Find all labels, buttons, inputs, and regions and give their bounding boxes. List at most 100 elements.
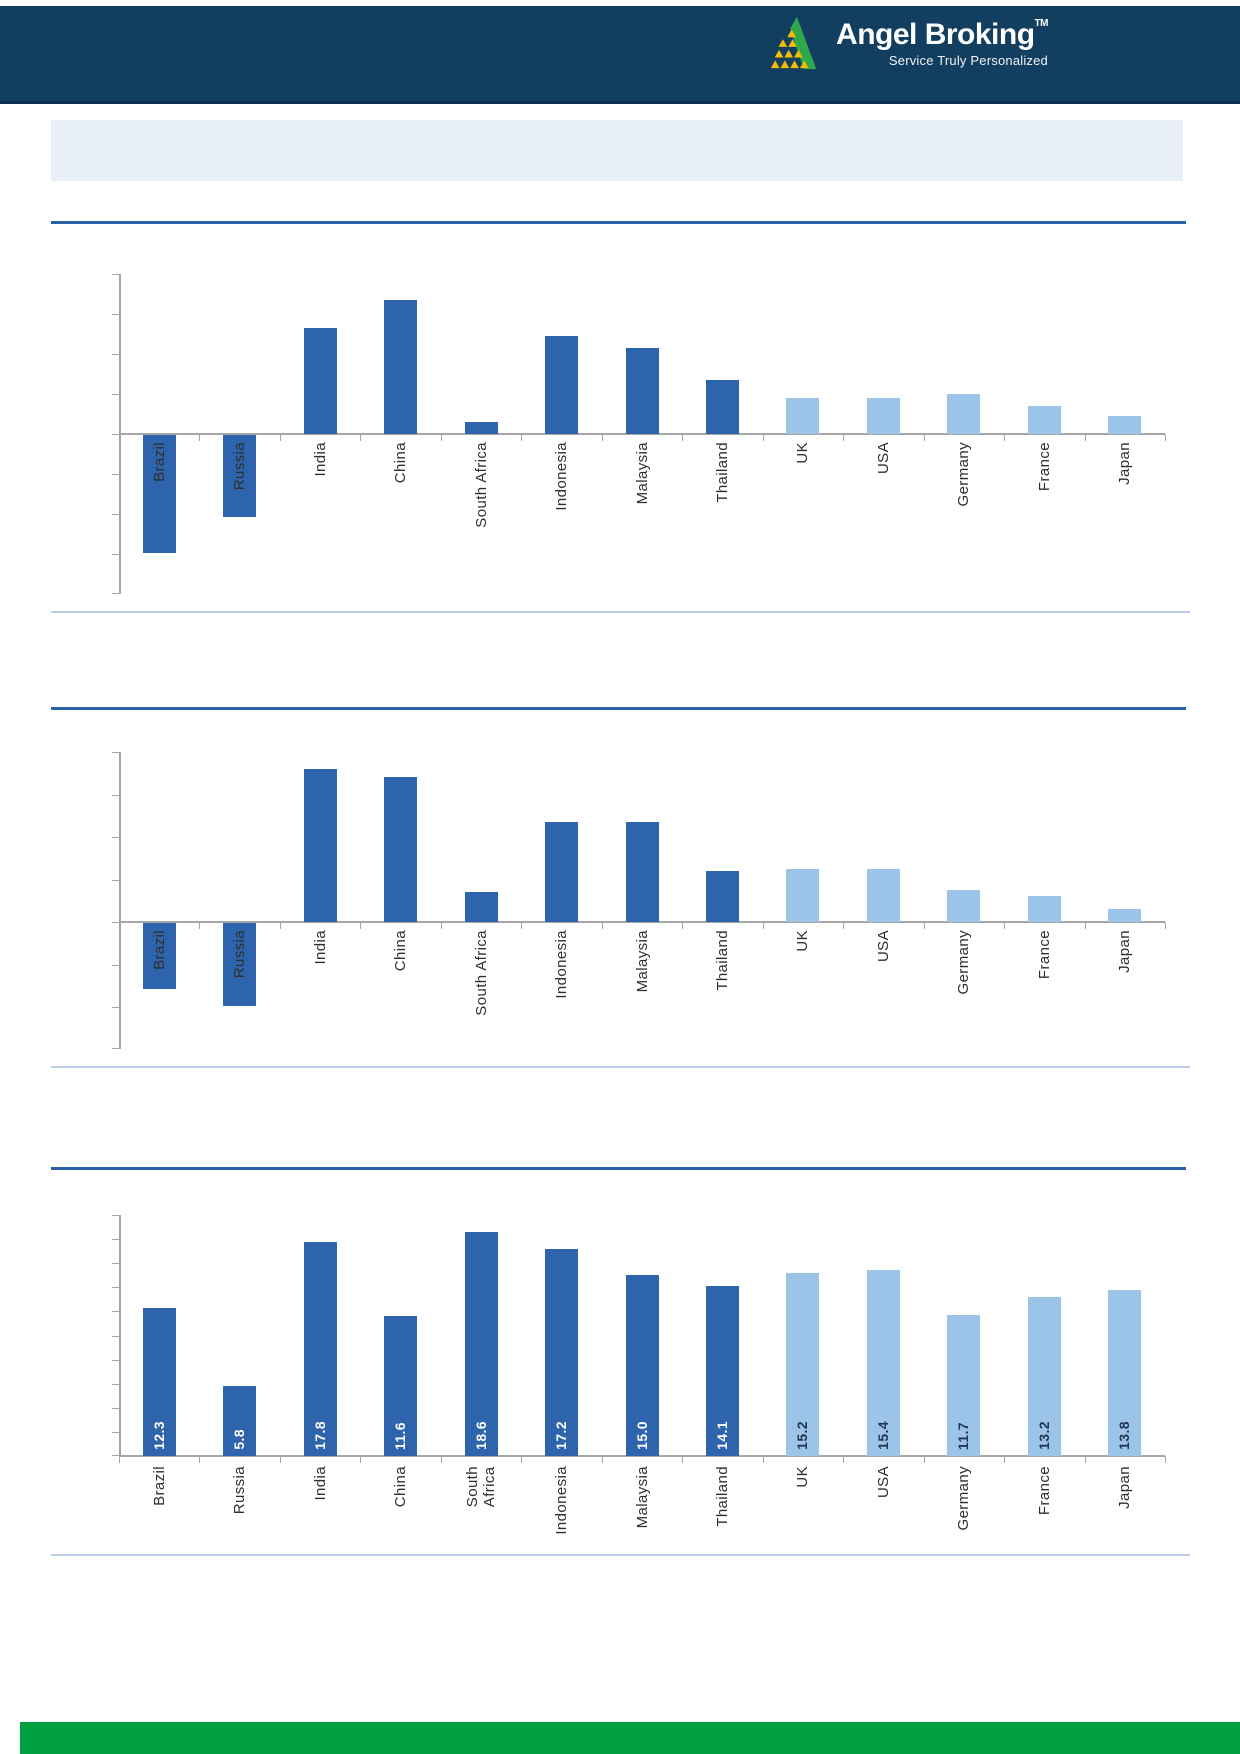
category-label: Malaysia: [633, 930, 651, 993]
y-axis-tick: [112, 1336, 119, 1337]
category-label: Indonesia: [553, 1466, 570, 1535]
angel-broking-logo: Angel BrokingTM Service Truly Personaliz…: [766, 16, 1049, 70]
x-axis-tick: [1085, 434, 1086, 441]
category-label: Thailand: [714, 442, 731, 503]
x-axis-tick: [119, 922, 120, 929]
x-axis-tick: [763, 1456, 764, 1463]
logo-text: Angel BrokingTM Service Truly Personaliz…: [836, 17, 1049, 68]
category-label: Germany: [955, 442, 973, 507]
y-axis-tick: [112, 1263, 119, 1264]
x-axis-line: [119, 1455, 1165, 1457]
y-axis-tick: [112, 965, 119, 966]
category-label: Malaysia: [633, 1466, 651, 1529]
category-label: Thailand: [714, 1466, 731, 1527]
category-label: Russia: [231, 1466, 249, 1515]
bar-value-label: 15.0: [633, 1421, 650, 1450]
x-axis-tick: [521, 434, 522, 441]
bar-value-label: 15.2: [794, 1421, 811, 1450]
x-axis-tick: [763, 434, 764, 441]
bar-uk: 15.2: [786, 1273, 820, 1456]
bar-france: [1027, 896, 1061, 922]
x-axis-tick: [602, 434, 603, 441]
bar-india: [303, 328, 337, 434]
category-label: Japan: [1116, 1466, 1134, 1509]
section-2-separator: [51, 1066, 1190, 1068]
bar-value-label: 5.8: [231, 1429, 248, 1450]
highlight-banner: [51, 120, 1183, 181]
category-label: Germany: [955, 1466, 973, 1531]
section-1-separator: [51, 611, 1190, 613]
x-axis-tick: [119, 1456, 120, 1463]
bar-chart-2: Brazil Russia India China South Africa Indone…: [112, 752, 1166, 1049]
bar-malaysia: [625, 822, 659, 922]
category-label: India: [311, 930, 329, 965]
x-axis-tick: [682, 922, 683, 929]
y-axis: [119, 752, 121, 1049]
category-label: France: [1035, 1466, 1053, 1516]
category-label: India: [311, 442, 329, 477]
bar-russia: [223, 435, 257, 517]
x-axis-tick: [521, 922, 522, 929]
bar-chart-3: 12.3 Brazil 5.8 Russia 17.8 India 11.6 China 18.…: [112, 1215, 1166, 1535]
y-axis-tick: [112, 922, 119, 923]
y-axis-tick: [112, 394, 119, 395]
bar-value-label: 13.2: [1035, 1421, 1052, 1450]
bar-value-label: 11.6: [392, 1421, 409, 1450]
category-label: Japan: [1116, 930, 1134, 973]
section-1-title-rule: [51, 221, 1186, 224]
x-axis-tick: [1085, 1456, 1086, 1463]
y-axis-tick: [112, 554, 119, 555]
category-label: Indonesia: [553, 930, 570, 999]
bar-uk: [786, 398, 820, 434]
bar-indonesia: 17.2: [545, 1249, 578, 1456]
x-axis-tick: [924, 434, 925, 441]
category-label: UK: [794, 1466, 812, 1488]
x-axis-tick: [280, 922, 281, 929]
bar-germany: [947, 394, 981, 434]
y-axis-tick: [112, 1455, 119, 1456]
bar-thailand: [706, 380, 739, 434]
y-axis-tick: [112, 752, 119, 753]
bar-south-africa: [464, 892, 498, 922]
y-axis-tick: [112, 274, 119, 275]
brand-name: Angel BrokingTM: [836, 17, 1049, 51]
bar-india: [303, 769, 337, 922]
bar-usa: [866, 869, 900, 922]
bar-japan: 13.8: [1108, 1290, 1142, 1456]
bar-japan: [1108, 416, 1142, 434]
x-axis-tick: [843, 434, 844, 441]
x-axis-tick: [199, 1456, 200, 1463]
bar-malaysia: 15.0: [625, 1275, 659, 1456]
x-axis-tick: [924, 922, 925, 929]
bar-russia: 5.8: [223, 1386, 257, 1456]
y-axis-tick: [112, 474, 119, 475]
brand-wordmark: Angel Broking: [836, 17, 1035, 51]
section-3-separator: [51, 1554, 1190, 1556]
bar-indonesia: [545, 336, 578, 434]
y-axis-tick: [112, 837, 119, 838]
y-axis-tick: [112, 1287, 119, 1288]
x-axis-tick: [199, 922, 200, 929]
x-axis-tick: [360, 1456, 361, 1463]
x-axis-tick: [521, 1456, 522, 1463]
bar-brazil: [142, 435, 176, 553]
page-header: Angel BrokingTM Service Truly Personaliz…: [0, 6, 1240, 104]
category-label: USA: [874, 930, 892, 963]
x-axis-tick: [682, 1456, 683, 1463]
x-axis-tick: [441, 922, 442, 929]
trademark-symbol: TM: [1034, 17, 1049, 29]
y-axis-tick: [112, 1215, 119, 1216]
x-axis-tick: [119, 434, 120, 441]
category-label: USA: [874, 1466, 892, 1499]
bar-brazil: 12.3: [142, 1308, 176, 1456]
category-label: Brazil: [150, 1466, 168, 1506]
category-label: China: [392, 930, 410, 972]
bar-france: [1027, 406, 1061, 434]
category-label: UK: [794, 442, 812, 464]
x-axis-line: [119, 433, 1165, 435]
x-axis-tick: [602, 922, 603, 929]
bar-germany: 11.7: [947, 1315, 981, 1456]
x-axis-tick: [441, 434, 442, 441]
bar-value-label: 17.2: [553, 1421, 569, 1450]
bar-value-label: 17.8: [311, 1421, 328, 1450]
